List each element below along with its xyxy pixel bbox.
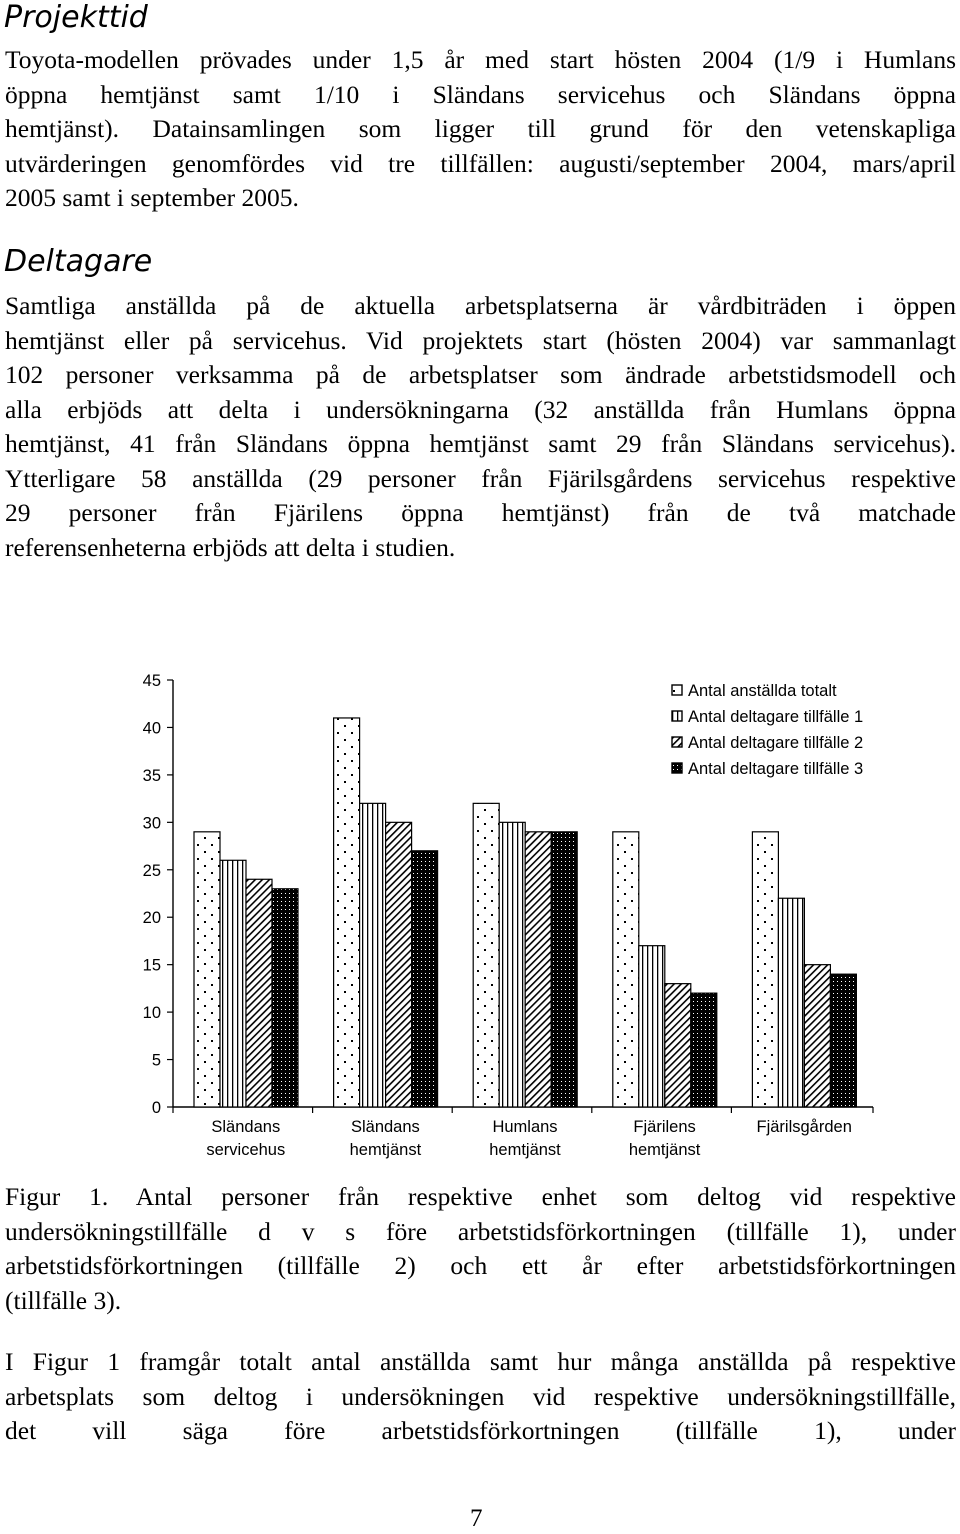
y-tick-label: 25 [143, 862, 161, 880]
y-tick-label: 20 [143, 909, 161, 927]
category-label: hemtjänst [629, 1141, 701, 1159]
paragraph-deltagare: Samtliga anställda på de aktuella arbets… [5, 289, 956, 565]
bar [333, 717, 361, 1108]
category-label: hemtjänst [350, 1141, 422, 1159]
bar [829, 973, 858, 1108]
text-line: Toyota-modellen prövades under 1,5 år me… [5, 45, 956, 74]
category-label: servicehus [206, 1141, 285, 1159]
y-tick-label: 5 [152, 1052, 161, 1070]
text-line: 2005 samt i september 2005. [5, 183, 299, 212]
text-line: 102 personer verksamma på de arbetsplats… [5, 360, 956, 389]
text-line: arbetsplats som deltog i undersökningen … [5, 1381, 956, 1411]
legend-label: Antal deltagare tillfälle 1 [688, 708, 863, 726]
category-label: Sländans [351, 1118, 420, 1136]
bar [524, 831, 552, 1108]
bar [664, 983, 692, 1108]
bar [411, 850, 439, 1108]
category-label: Fjärilsgården [757, 1118, 852, 1136]
bar [219, 859, 247, 1108]
bars [172, 717, 874, 1113]
text-line: Figur 1. Antal personer från respektive … [5, 1182, 956, 1211]
bar [498, 821, 526, 1108]
y-tick-label: 0 [152, 1099, 161, 1117]
text-line: Samtliga anställda på de aktuella arbets… [5, 291, 956, 320]
bar [777, 897, 806, 1108]
y-tick-label: 35 [143, 767, 161, 785]
y-tick-label: 30 [143, 814, 161, 832]
paragraph-closing: I Figur 1 framgår totalt antal anställda… [5, 1345, 956, 1449]
section-heading-projekttid: Projekttid [4, 0, 148, 35]
bar [359, 802, 387, 1108]
text-line: alla erbjöds att delta i undersökningarn… [5, 394, 956, 424]
text-line: det vill säga före arbetstidsförkortning… [5, 1416, 956, 1445]
text-line: öppna hemtjänst samt 1/10 i Sländans ser… [5, 79, 956, 109]
bar [193, 831, 221, 1108]
text-line: 29 personer från Fjärilens öppna hemtjän… [5, 498, 956, 527]
page-number: 7 [470, 1505, 483, 1532]
x-axis-labels: Sländans servicehus Sländans hemtjänst Humla… [206, 1118, 852, 1159]
y-tick-label: 15 [143, 957, 161, 975]
y-tick-label: 10 [143, 1004, 161, 1022]
legend-label: Antal deltagare tillfälle 2 [688, 734, 863, 752]
bar [803, 964, 832, 1108]
legend-swatch [671, 736, 683, 748]
bar [690, 992, 718, 1108]
bar [271, 888, 299, 1108]
text-line: utvärderingen genomfördes vid tre tillfä… [5, 148, 956, 178]
text-line: arbetstidsförkortningen (tillfälle 2) oc… [5, 1251, 956, 1280]
figure-caption: Figur 1. Antal personer från respektive … [5, 1180, 956, 1318]
bar [612, 831, 640, 1108]
legend-swatch [671, 684, 683, 696]
text-line: hemtjänst). Datainsamlingen som ligger t… [5, 114, 956, 143]
bar [245, 878, 273, 1108]
text-line: I Figur 1 framgår totalt antal anställda… [5, 1347, 956, 1376]
bar [638, 945, 666, 1108]
category-label: Fjärilens [633, 1118, 695, 1136]
bar [385, 821, 413, 1108]
bar [472, 802, 500, 1108]
section-heading-deltagare: Deltagare [4, 244, 153, 279]
category-label: Humlans [492, 1118, 557, 1136]
y-tick-label: 45 [143, 672, 161, 690]
text-line: hemtjänst, 41 från Sländans öppna hemtjä… [5, 429, 956, 458]
text-line: Ytterligare 58 anställda (29 personer fr… [5, 463, 956, 493]
legend-swatch [671, 710, 683, 722]
paragraph-projekttid: Toyota-modellen prövades under 1,5 år me… [5, 43, 956, 216]
legend: Antal anställda totalt Antal deltagare ti… [671, 682, 863, 778]
bar [550, 831, 578, 1108]
text-line: referensenheterna erbjöds att delta i st… [5, 532, 456, 562]
category-label: Sländans [211, 1118, 280, 1136]
legend-label: Antal anställda totalt [688, 682, 837, 700]
text-line: hemtjänst eller på servicehus. Vid proje… [5, 325, 956, 355]
legend-label: Antal deltagare tillfälle 3 [688, 760, 863, 778]
text-line: (tillfälle 3). [5, 1285, 122, 1315]
bar [751, 831, 780, 1108]
text-line: undersökningstillfälle d v s före arbets… [5, 1216, 956, 1246]
y-tick-label: 40 [143, 719, 161, 737]
legend-swatch [671, 762, 683, 774]
category-label: hemtjänst [489, 1141, 561, 1159]
